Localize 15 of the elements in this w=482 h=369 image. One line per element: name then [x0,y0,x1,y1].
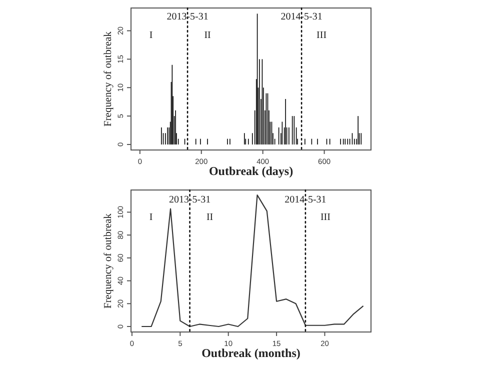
annotation: I [149,30,153,41]
x-axis-title: Outbreak (months) [202,346,300,360]
annotation: 2013-5-31 [168,194,211,206]
annotation: II [206,212,214,223]
y-axis-title: Frequency of outbreak [103,30,114,127]
annotation: 2013-5-31 [166,11,208,22]
annotation: III [316,30,327,41]
line-series [141,194,364,328]
annotation: I [149,212,153,223]
annotation: 2014-5-31 [280,11,322,22]
y-axis-title: Frequency of outbreak [103,212,114,309]
annotation: 2014-5-31 [284,194,326,206]
x-axis-title: Outbreak (days) [208,164,294,178]
annotation: III [320,212,330,223]
annotation: II [204,30,211,41]
